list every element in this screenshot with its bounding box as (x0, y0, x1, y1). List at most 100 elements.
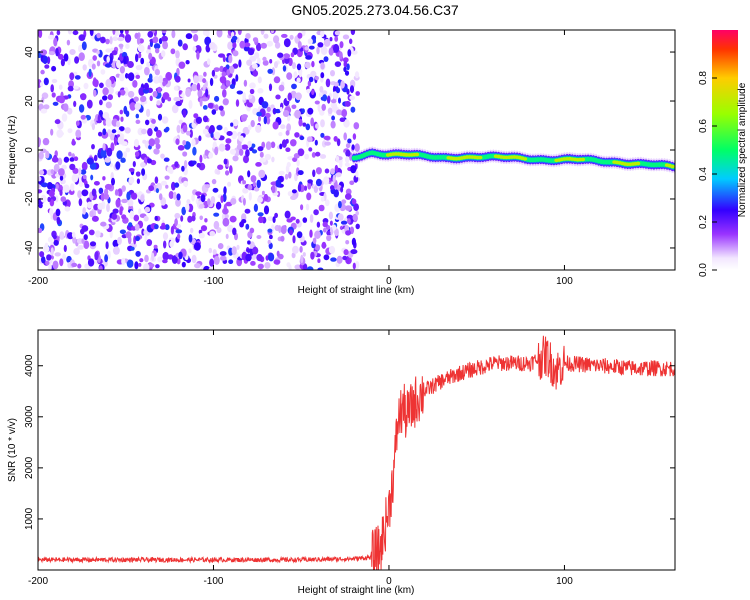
noise-speckle (300, 254, 304, 264)
noise-speckle (81, 189, 89, 197)
noise-speckle (82, 174, 87, 180)
noise-speckle (263, 205, 270, 215)
noise-speckle (270, 181, 278, 186)
noise-speckle (77, 245, 84, 250)
noise-speckle (322, 227, 327, 233)
noise-speckle (176, 124, 181, 134)
noise-speckle (105, 38, 110, 45)
noise-speckle (349, 85, 355, 93)
signal-ridge-cell (670, 164, 675, 169)
noise-speckle (222, 217, 230, 227)
noise-speckle (143, 229, 148, 236)
noise-speckle (261, 101, 269, 109)
noise-speckle (270, 30, 275, 34)
noise-speckle (211, 178, 217, 185)
noise-speckle (210, 131, 214, 138)
noise-speckle (95, 230, 101, 238)
noise-speckle (217, 164, 224, 170)
noise-speckle (58, 168, 65, 177)
noise-speckle (78, 52, 85, 61)
noise-speckle (40, 194, 47, 203)
noise-speckle (191, 138, 196, 147)
noise-speckle (257, 76, 262, 84)
noise-speckle (328, 245, 336, 254)
noise-speckle (338, 97, 341, 104)
noise-speckle (230, 122, 234, 127)
noise-speckle (325, 199, 330, 207)
noise-speckle (345, 193, 352, 200)
noise-speckle (174, 75, 181, 83)
noise-speckle (246, 102, 253, 108)
noise-speckle (97, 202, 104, 210)
colorbar-tick-label: 0.0 (698, 263, 709, 277)
noise-speckle (97, 114, 101, 124)
noise-speckle (223, 203, 227, 213)
noise-speckle (148, 73, 153, 81)
noise-speckle (128, 222, 133, 228)
noise-speckle (198, 135, 202, 142)
noise-speckle (115, 189, 119, 196)
noise-speckle (63, 244, 67, 253)
noise-speckle (112, 246, 120, 255)
noise-speckle (332, 174, 336, 183)
noise-speckle (189, 129, 193, 138)
noise-speckle (295, 218, 300, 224)
noise-speckle (287, 156, 294, 161)
noise-speckle (253, 187, 260, 192)
noise-speckle (221, 71, 227, 77)
noise-speckle (80, 169, 87, 175)
noise-speckle (263, 116, 267, 125)
noise-speckle (273, 259, 281, 265)
noise-speckle (185, 88, 192, 97)
noise-speckle (191, 254, 197, 264)
spectrogram-y-tick-label: -20 (24, 191, 35, 206)
noise-speckle (71, 138, 75, 146)
noise-speckle (103, 193, 110, 200)
noise-speckle (62, 253, 66, 261)
noise-speckle (327, 107, 333, 115)
noise-speckle (281, 33, 288, 38)
noise-speckle (283, 53, 291, 59)
noise-speckle (308, 76, 314, 83)
noise-speckle (305, 55, 312, 60)
noise-speckle (256, 254, 263, 262)
noise-speckle (171, 255, 178, 264)
noise-speckle (268, 252, 275, 262)
noise-speckle (309, 229, 313, 238)
noise-speckle (334, 36, 339, 42)
noise-speckle (299, 246, 303, 253)
noise-speckle (293, 71, 298, 80)
noise-speckle (225, 80, 231, 87)
noise-speckle (312, 37, 317, 43)
noise-speckle (253, 203, 258, 212)
noise-speckle (292, 245, 299, 254)
spectrogram-x-tick-label: 0 (386, 276, 392, 287)
noise-speckle (187, 78, 191, 83)
noise-speckle (73, 248, 80, 255)
noise-speckle (154, 137, 160, 145)
noise-speckle (274, 108, 281, 114)
noise-speckle (140, 57, 145, 65)
noise-speckle (229, 165, 233, 174)
noise-speckle (53, 239, 59, 246)
noise-speckle (117, 236, 122, 245)
noise-speckle (345, 240, 350, 245)
noise-speckle (278, 170, 285, 176)
noise-speckle (165, 184, 169, 189)
noise-speckle (211, 69, 216, 77)
noise-speckle (155, 48, 160, 54)
noise-speckle (191, 83, 198, 92)
noise-speckle (151, 118, 156, 125)
noise-speckle (166, 166, 174, 173)
noise-speckle (345, 156, 350, 164)
noise-speckle (242, 197, 246, 206)
noise-speckle (116, 150, 123, 160)
noise-speckle (176, 193, 181, 201)
noise-speckle (155, 129, 162, 138)
noise-speckle (310, 251, 315, 260)
noise-speckle (194, 45, 202, 54)
noise-speckle (120, 116, 124, 122)
noise-speckle (128, 176, 135, 184)
noise-speckle (296, 63, 302, 71)
noise-speckle (100, 221, 107, 227)
